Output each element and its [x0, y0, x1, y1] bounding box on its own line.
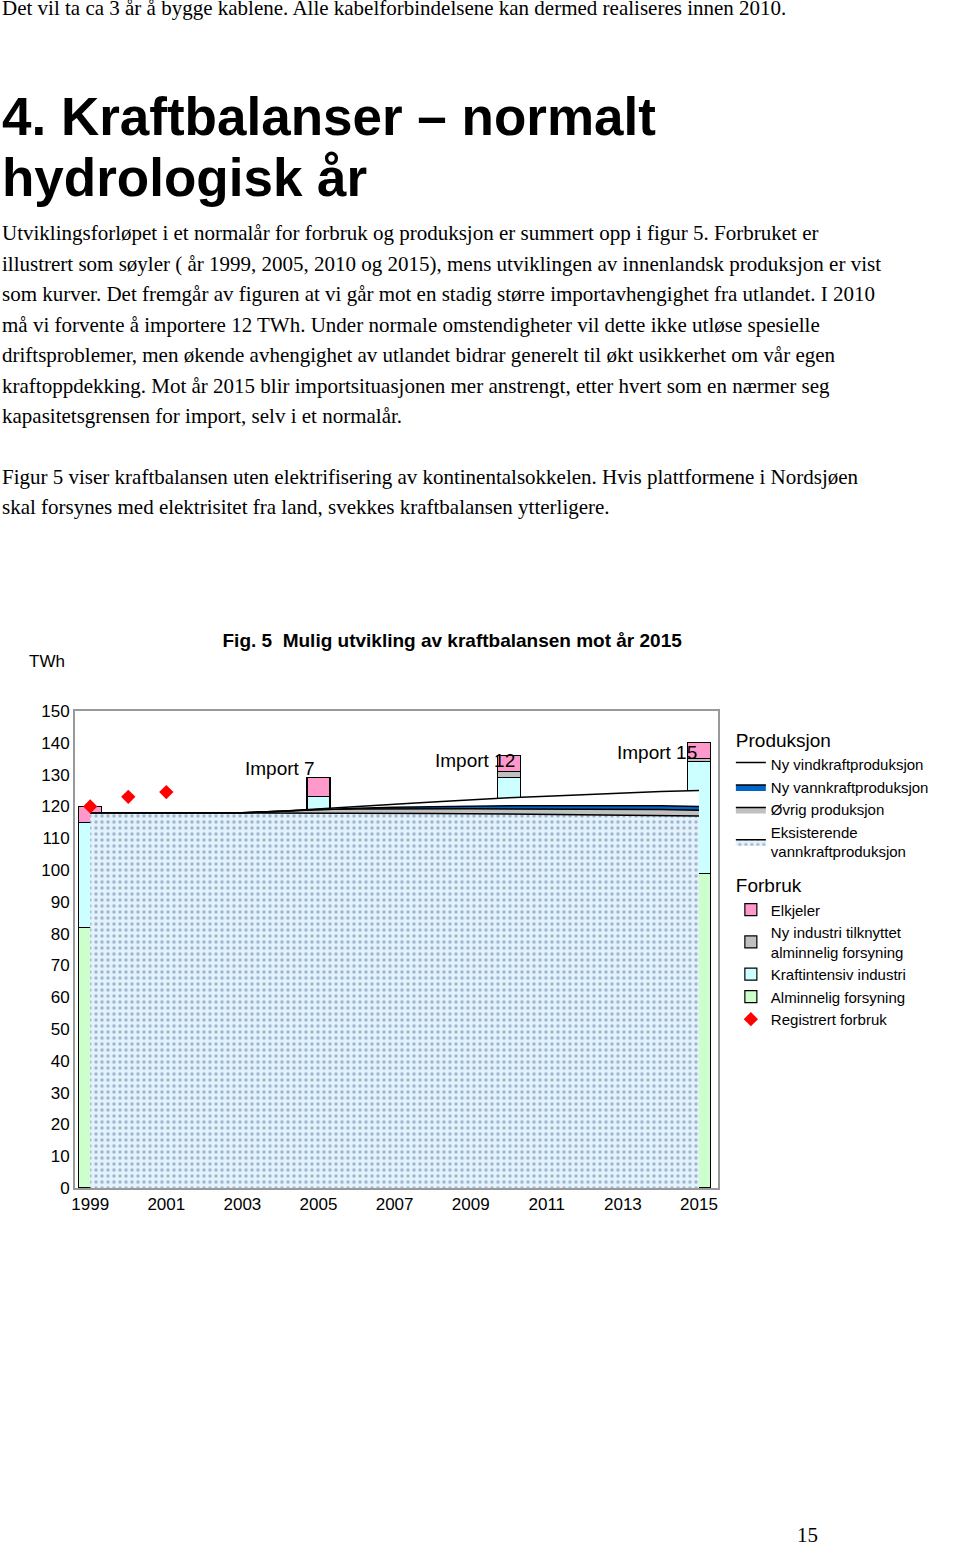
- svg-text:20: 20: [51, 1115, 70, 1134]
- svg-text:2013: 2013: [604, 1195, 642, 1214]
- html-text:Figur 5 viser kraftbalansen ut: Figur 5 viser kraftbalansen uten elektri…: [2, 464, 859, 519]
- svg-text:30: 30: [51, 1084, 70, 1103]
- svg-text:Import 7: Import 7: [245, 758, 315, 779]
- svg-text:70: 70: [51, 956, 70, 975]
- svg-text:Import 15: Import 15: [617, 742, 697, 763]
- svg-text:90: 90: [51, 893, 70, 912]
- html-text:Utviklingsforløpet i et normal: Utviklingsforløpet i et normalår for for…: [2, 221, 881, 428]
- svg-text:50: 50: [51, 1020, 70, 1039]
- svg-text:Ny vannkraftproduksjon: Ny vannkraftproduksjon: [771, 779, 929, 796]
- html-text:4. Kraftbalanser – normalt hyd: 4. Kraftbalanser – normalt hydrologisk å…: [2, 87, 656, 207]
- svg-text:120: 120: [41, 797, 69, 816]
- svg-text:2007: 2007: [376, 1195, 414, 1214]
- svg-text:130: 130: [41, 766, 69, 785]
- svg-text:100: 100: [41, 861, 69, 880]
- svg-text:Import 12: Import 12: [435, 750, 515, 771]
- svg-text:Ny vindkraftproduksjon: Ny vindkraftproduksjon: [771, 756, 924, 773]
- svg-text:Elkjeler: Elkjeler: [771, 902, 820, 919]
- svg-text:10: 10: [51, 1147, 70, 1166]
- svg-text:Kraftintensiv industri: Kraftintensiv industri: [771, 966, 906, 983]
- svg-text:2005: 2005: [300, 1195, 338, 1214]
- svg-text:Alminnelig forsyning: Alminnelig forsyning: [771, 989, 905, 1006]
- svg-text:110: 110: [42, 829, 69, 848]
- svg-text:Eksisterendevannkraftproduksjo: Eksisterendevannkraftproduksjon: [771, 824, 906, 861]
- svg-text:TWh: TWh: [29, 652, 65, 671]
- svg-text:2009: 2009: [452, 1195, 490, 1214]
- svg-text:60: 60: [51, 988, 70, 1007]
- svg-text:Øvrig produksjon: Øvrig produksjon: [771, 801, 884, 818]
- svg-text:2003: 2003: [223, 1195, 261, 1214]
- svg-text:0: 0: [60, 1179, 69, 1198]
- svg-text:40: 40: [51, 1052, 70, 1071]
- svg-text:140: 140: [41, 734, 69, 753]
- svg-text:80: 80: [51, 925, 70, 944]
- svg-text:2015: 2015: [680, 1195, 718, 1214]
- svg-text:1999: 1999: [71, 1195, 109, 1214]
- svg-text:Forbruk: Forbruk: [736, 875, 802, 896]
- svg-text:2011: 2011: [529, 1195, 566, 1214]
- svg-text:Produksjon: Produksjon: [736, 730, 831, 751]
- svg-text:150: 150: [41, 702, 69, 721]
- svg-text:Ny industri tilknyttetalminnel: Ny industri tilknyttetalminnelig forsyni…: [771, 924, 904, 961]
- svg-text:Fig. 5 Mulig utvikling av kra: Fig. 5 Mulig utvikling av kraftbalansen …: [223, 630, 683, 651]
- svg-text:Registrert forbruk: Registrert forbruk: [771, 1011, 887, 1028]
- svg-text:2001: 2001: [147, 1195, 185, 1214]
- html-text:15: 15: [797, 1523, 818, 1547]
